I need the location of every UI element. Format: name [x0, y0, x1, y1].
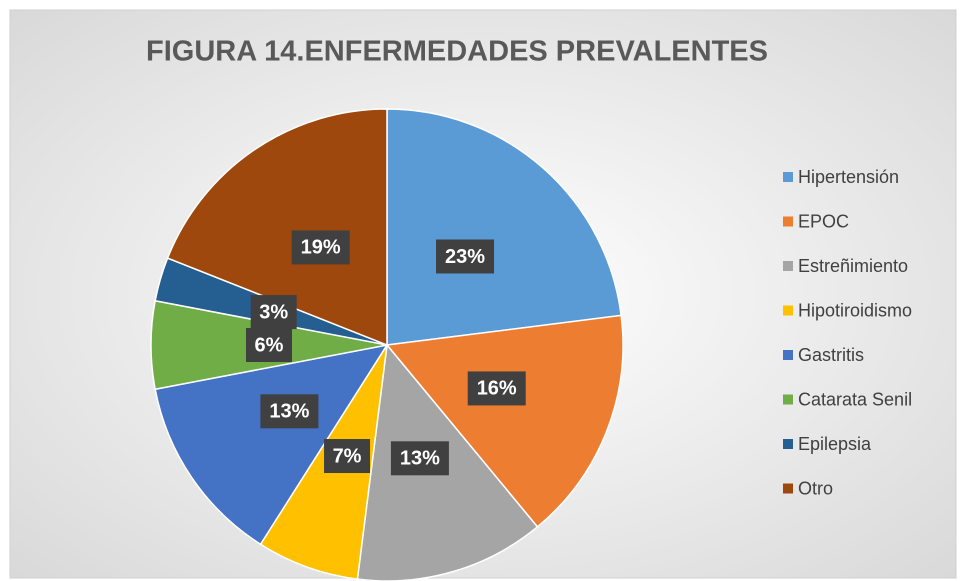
data-label-box: [390, 441, 449, 476]
legend-swatch: [783, 394, 793, 405]
data-label: 13%: [400, 448, 440, 470]
pie-slice: [154, 343, 389, 546]
legend-label: Gastritis: [798, 345, 864, 365]
data-label: 6%: [255, 334, 284, 356]
data-label-box: [324, 439, 371, 474]
pie-slice: [386, 108, 622, 346]
pie-slice: [166, 108, 388, 347]
data-label: 16%: [477, 378, 517, 400]
data-label: 23%: [445, 246, 485, 268]
chart-title: FIGURA 14.ENFERMEDADES PREVALENTES: [146, 36, 768, 68]
data-label: 7%: [333, 445, 362, 467]
legend-swatch: [783, 305, 793, 316]
legend-label: Estreñimiento: [798, 256, 908, 276]
legend-label: EPOC: [798, 211, 849, 231]
legend-label: Hipertensión: [798, 167, 899, 187]
data-label-box: [467, 371, 526, 406]
data-label: 13%: [269, 401, 309, 423]
pie-slice: [259, 344, 388, 580]
pie-slice: [385, 314, 624, 528]
data-label-box: [246, 328, 292, 362]
data-label-box: [436, 239, 495, 274]
legend-swatch: [783, 216, 793, 227]
legend-swatch: [783, 439, 793, 449]
legend-swatch: [783, 350, 793, 360]
data-label-box: [250, 295, 297, 330]
legend-swatch: [783, 172, 793, 182]
legend-label: Epilepsia: [798, 434, 872, 454]
legend-label: Otro: [798, 478, 833, 498]
legend-swatch: [783, 483, 793, 494]
legend-label: Hipotiroidismo: [798, 300, 912, 320]
data-label: 19%: [301, 237, 341, 259]
data-label-box: [291, 230, 350, 265]
data-label-box: [260, 394, 319, 429]
legend-label: Catarata Senil: [798, 389, 912, 409]
data-label: 3%: [259, 301, 288, 323]
legend-swatch: [783, 261, 793, 271]
